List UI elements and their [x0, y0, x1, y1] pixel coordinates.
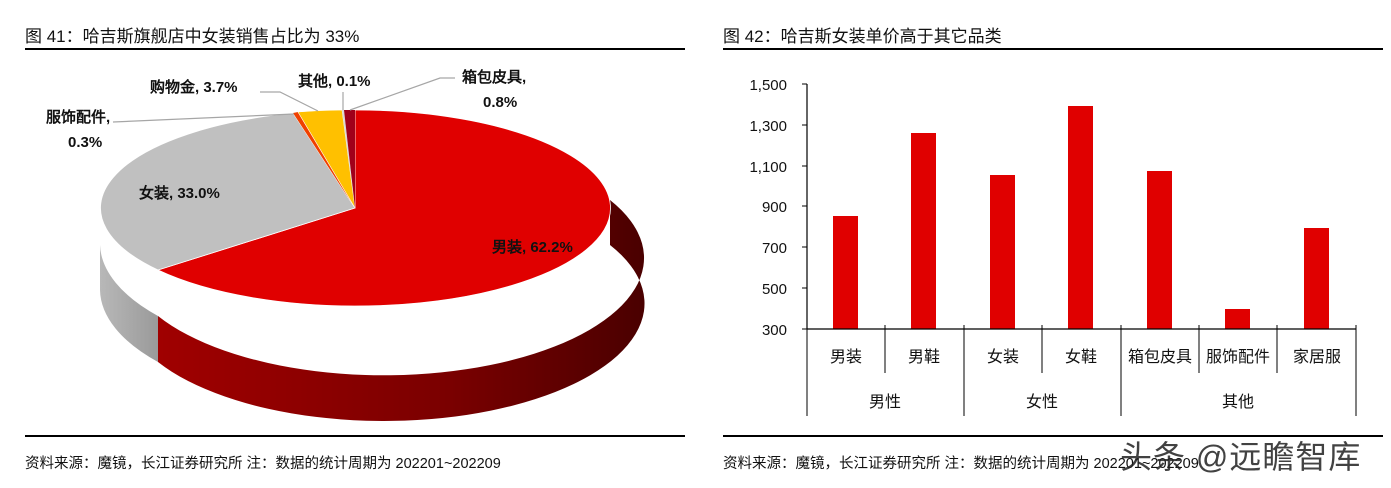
- left-chart-title: 图 41：哈吉斯旗舰店中女装销售占比为 33%: [25, 27, 360, 46]
- label-accessories-line1: 服饰配件,: [46, 108, 110, 126]
- leader-line-shopping-credit: [260, 91, 319, 112]
- label-menswear: 男装, 62.2%: [492, 238, 573, 256]
- svg-text:箱包皮具: 箱包皮具: [1128, 348, 1192, 366]
- pie-slice-menswear[interactable]: [156, 109, 611, 307]
- bar-chart: 1,500 1,300 1,100 900 700 500 300 男装 男鞋 …: [749, 77, 1357, 416]
- right-source-note: 资料来源：魔镜，长江证券研究所 注：数据的统计周期为 202201~202209: [723, 456, 1199, 472]
- pie-slice-accessories[interactable]: [293, 112, 355, 208]
- bar-womenswear[interactable]: [990, 175, 1015, 329]
- left-title-rule: [25, 48, 685, 50]
- pie-slice-bags[interactable]: [344, 109, 355, 208]
- svg-text:1,100: 1,100: [749, 159, 787, 176]
- label-bags-line1: 箱包皮具,: [462, 68, 526, 86]
- svg-text:700: 700: [762, 240, 787, 257]
- svg-text:女性: 女性: [1026, 392, 1058, 411]
- pie-slice-other[interactable]: [342, 109, 355, 208]
- bar-menswear[interactable]: [833, 216, 858, 329]
- right-source-rule: [723, 435, 1383, 437]
- left-source-note: 资料来源：魔镜，长江证券研究所 注：数据的统计周期为 202201~202209: [25, 456, 501, 472]
- bar-womens-shoes[interactable]: [1068, 106, 1093, 329]
- bar-accessories[interactable]: [1225, 309, 1250, 329]
- svg-text:500: 500: [762, 281, 787, 298]
- pie-side-red: [158, 200, 645, 421]
- leader-line-accessories: [112, 113, 295, 123]
- svg-text:服饰配件: 服饰配件: [1206, 348, 1270, 366]
- label-other: 其他, 0.1%: [298, 72, 371, 90]
- pie-chart: 购物金, 3.7% 其他, 0.1% 箱包皮具, 0.8% 服饰配件, 0.3%…: [46, 68, 645, 421]
- leader-line-bags: [349, 77, 455, 111]
- x-category-labels: 男装 男鞋 女装 女鞋 箱包皮具 服饰配件 家居服: [830, 347, 1341, 366]
- svg-text:其他: 其他: [1222, 393, 1254, 411]
- svg-text:1,300: 1,300: [749, 118, 787, 135]
- x-category-dividers: [806, 325, 1357, 416]
- pie-slice-shopping-credit[interactable]: [297, 109, 356, 209]
- bar-bags[interactable]: [1147, 171, 1172, 329]
- x-group-labels: 男性 女性 其他: [869, 392, 1254, 411]
- svg-text:900: 900: [762, 199, 787, 216]
- svg-text:女装: 女装: [987, 347, 1019, 366]
- watermark: 头条 @远瞻智库: [1120, 439, 1362, 475]
- left-source-rule: [25, 435, 685, 437]
- svg-text:男性: 男性: [869, 393, 901, 411]
- y-ticks: [802, 83, 807, 330]
- pie-side-gray: [100, 245, 158, 362]
- label-womenswear: 女装, 33.0%: [139, 184, 220, 202]
- svg-text:男装: 男装: [830, 348, 862, 366]
- svg-text:1,500: 1,500: [749, 77, 787, 94]
- svg-text:男鞋: 男鞋: [908, 348, 940, 366]
- pie-slice-womenswear[interactable]: [100, 112, 356, 271]
- right-title-rule: [723, 48, 1383, 50]
- bar-mens-shoes[interactable]: [911, 133, 936, 329]
- label-shopping-credit: 购物金, 3.7%: [150, 78, 238, 96]
- svg-text:家居服: 家居服: [1293, 348, 1341, 366]
- y-tick-labels: 1,500 1,300 1,100 900 700 500 300: [749, 77, 787, 339]
- right-chart-title: 图 42：哈吉斯女装单价高于其它品类: [723, 27, 1002, 46]
- svg-text:300: 300: [762, 322, 787, 339]
- bar-homewear[interactable]: [1304, 228, 1329, 329]
- svg-text:女鞋: 女鞋: [1065, 347, 1097, 366]
- label-accessories-line2: 0.3%: [68, 134, 102, 151]
- label-bags-line2: 0.8%: [483, 94, 517, 111]
